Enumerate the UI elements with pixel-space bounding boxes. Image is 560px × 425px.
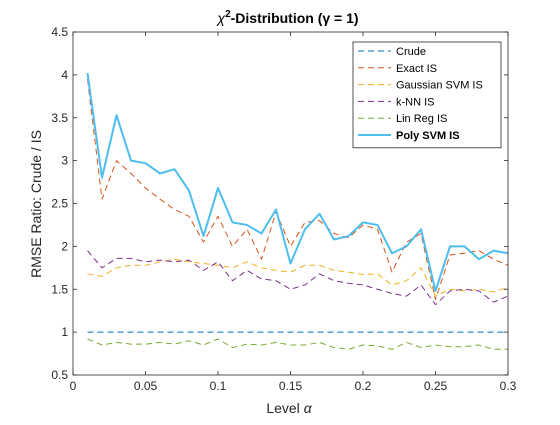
y-tick-label-5: 3: [61, 154, 68, 168]
legend-label-5: Poly SVM IS: [396, 130, 460, 142]
x-axis-label-symbol: α: [304, 400, 313, 416]
series-line-3: [87, 250, 509, 306]
x-axis-label-text: Level: [266, 400, 303, 416]
series-line-4: [87, 338, 508, 350]
y-axis-label: RMSE Ratio: Crude / IS: [28, 130, 44, 278]
series-layer: [86, 73, 509, 350]
series-line-5: [86, 73, 509, 292]
x-tick-label-0: 0: [70, 379, 77, 393]
x-tick-label-6: 0.3: [500, 379, 517, 393]
legend-label-0: Crude: [396, 46, 426, 58]
title-rest: -Distribution (γ = 1): [231, 10, 359, 26]
legend: Crude Exact IS Gaussian SVM IS k-NN IS Lin R…: [352, 41, 502, 149]
legend-label-2: Gaussian SVM IS: [396, 80, 483, 92]
legend-label-3: k-NN IS: [396, 96, 435, 108]
y-tick-label-1: 1: [61, 325, 68, 339]
x-tick-label-5: 0.25: [424, 379, 448, 393]
series-line-2: [87, 258, 509, 297]
series-line-1: [87, 79, 509, 301]
y-tick-label-4: 2.5: [51, 197, 68, 211]
legend-label-4: Lin Reg IS: [396, 113, 447, 125]
title-chi-symbol: χ: [215, 10, 225, 26]
axes: 0 0.05 0.1 0.15 0.2 0.25 0.3 0.5 1 1.5 2 2.5 3 3.5 4 4.…: [51, 25, 516, 393]
legend-box: [352, 41, 502, 149]
x-tick-label-1: 0.05: [134, 379, 158, 393]
x-tick-label-4: 0.2: [355, 379, 372, 393]
legend-label-1: Exact IS: [396, 63, 437, 75]
x-axis-label: Level α: [266, 400, 312, 416]
y-tick-label-7: 4: [61, 68, 68, 82]
x-tick-label-3: 0.15: [279, 379, 303, 393]
y-tick-label-3: 2: [61, 239, 68, 253]
title-superscript: 2: [225, 9, 231, 20]
chart-title: χ2-Distribution (γ = 1): [215, 9, 358, 26]
y-tick-label-8: 4.5: [51, 25, 68, 39]
y-tick-label-0: 0.5: [51, 368, 68, 382]
x-tick-label-2: 0.1: [210, 379, 227, 393]
y-tick-label-6: 3.5: [51, 111, 68, 125]
y-tick-label-2: 1.5: [51, 282, 68, 296]
